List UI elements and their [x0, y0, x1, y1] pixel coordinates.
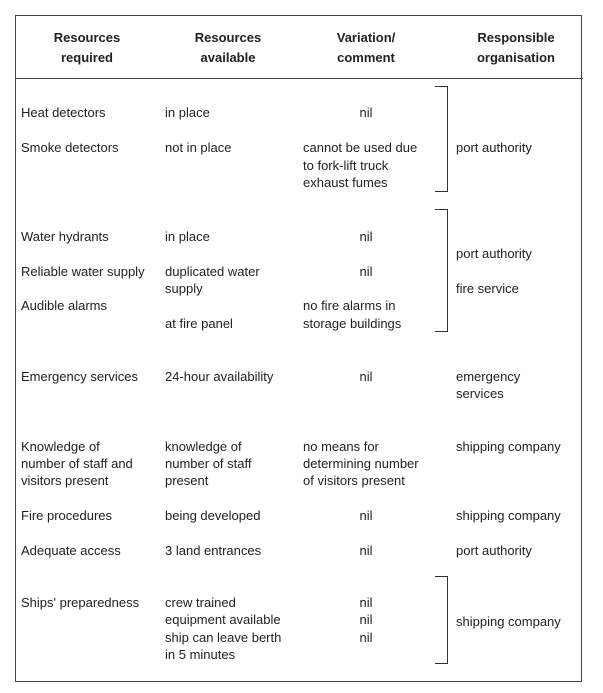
cell-required: Water hydrants — [21, 229, 109, 244]
cell-available: being developed — [165, 508, 261, 523]
table-border — [15, 15, 582, 682]
cell-available: not in place — [165, 140, 232, 155]
header-divider — [15, 78, 583, 79]
header-organisation: organisation — [476, 50, 555, 65]
cell-available: at fire panel — [165, 316, 233, 331]
cell-comment: nil — [359, 229, 373, 244]
cell-available: crew trained — [165, 595, 236, 610]
cell-comment: nil — [359, 595, 373, 610]
cell-organisation: shipping company — [456, 508, 561, 523]
cell-required: Fire procedures — [21, 508, 113, 523]
cell-organisation: services — [456, 386, 504, 401]
cell-organisation: shipping company — [456, 614, 561, 629]
cell-comment: nil — [359, 612, 373, 627]
cell-required: Reliable water supply — [21, 264, 145, 279]
cell-comment: cannot be used due — [303, 140, 418, 155]
cell-available: in 5 minutes — [165, 647, 236, 662]
header-organisation: Responsible — [477, 30, 555, 45]
cell-required: Emergency services — [21, 369, 139, 384]
cell-comment: determining number — [303, 456, 419, 471]
cell-comment: nil — [359, 630, 373, 645]
cell-comment: storage buildings — [303, 316, 402, 331]
cell-organisation: emergency — [456, 369, 521, 384]
group-bracket — [435, 576, 448, 664]
cell-required: number of staff and — [21, 456, 133, 471]
cell-comment: nil — [359, 508, 373, 523]
cell-required: Heat detectors — [21, 105, 106, 120]
cell-available: 24-hour availability — [165, 369, 274, 384]
header-available: available — [200, 50, 256, 65]
header-available: Resources — [194, 30, 262, 45]
cell-comment: no fire alarms in — [303, 298, 396, 313]
cell-organisation: port authority — [456, 246, 532, 261]
cell-available: duplicated water — [165, 264, 260, 279]
cell-organisation: port authority — [456, 140, 532, 155]
cell-comment: nil — [359, 105, 373, 120]
cell-available: in place — [165, 105, 210, 120]
cell-comment: nil — [359, 264, 373, 279]
cell-available: equipment available — [165, 612, 281, 627]
cell-required: Audible alarms — [21, 298, 107, 313]
group-bracket — [435, 209, 448, 332]
cell-available: present — [165, 473, 209, 488]
cell-available: supply — [165, 281, 203, 296]
cell-required: Adequate access — [21, 543, 121, 558]
header-required: Resources — [53, 30, 121, 45]
cell-required: visitors present — [21, 473, 109, 488]
cell-required: Smoke detectors — [21, 140, 119, 155]
cell-required: Knowledge of — [21, 439, 100, 454]
cell-available: 3 land entrances — [165, 543, 262, 558]
cell-organisation: fire service — [456, 281, 519, 296]
cell-available: in place — [165, 229, 210, 244]
cell-available: number of staff — [165, 456, 252, 471]
cell-comment: of visitors present — [303, 473, 405, 488]
cell-comment: to fork-lift truck — [303, 158, 389, 173]
cell-available: knowledge of — [165, 439, 242, 454]
cell-organisation: port authority — [456, 543, 532, 558]
cell-available: ship can leave berth — [165, 630, 282, 645]
cell-comment: exhaust fumes — [303, 175, 388, 190]
cell-organisation: shipping company — [456, 439, 561, 454]
header-comment: Variation/ — [336, 30, 396, 45]
cell-comment: nil — [359, 369, 373, 384]
cell-comment: nil — [359, 543, 373, 558]
header-required: required — [60, 50, 113, 65]
header-comment: comment — [337, 50, 395, 65]
group-bracket — [435, 86, 448, 192]
cell-required: Ships' preparedness — [21, 595, 140, 610]
cell-comment: no means for — [303, 439, 379, 454]
